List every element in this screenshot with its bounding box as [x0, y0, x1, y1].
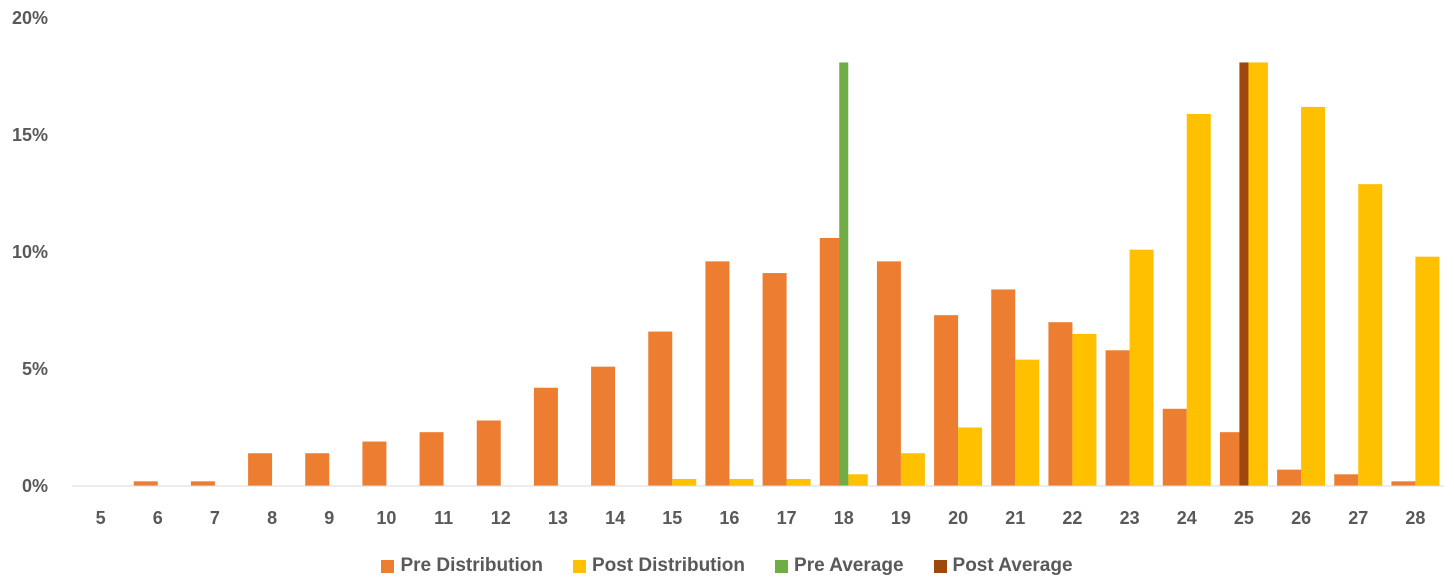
- post-average-marker: [1239, 62, 1249, 487]
- x-tick-label: 10: [376, 508, 396, 528]
- legend-label: Post Average: [952, 555, 1073, 576]
- x-tick-label: 7: [210, 508, 220, 528]
- x-tick-label: 24: [1177, 508, 1197, 528]
- pre-distribution-bar: [934, 315, 959, 486]
- x-tick-label: 8: [267, 508, 277, 528]
- x-tick-label: 18: [834, 508, 854, 528]
- pre-distribution-bar: [1162, 408, 1187, 486]
- x-tick-label: 23: [1120, 508, 1140, 528]
- post-distribution-bar: [1301, 106, 1326, 487]
- x-tick-label: 27: [1348, 508, 1368, 528]
- pre-distribution-bar: [362, 441, 387, 486]
- y-tick-label: 20%: [12, 8, 48, 28]
- x-tick-label: 9: [324, 508, 334, 528]
- x-tick-label: 13: [548, 508, 568, 528]
- pre-distribution-bar: [1105, 350, 1130, 486]
- pre-distribution-bar: [1391, 481, 1416, 486]
- legend-item: Post Distribution: [572, 555, 746, 577]
- x-tick-label: 6: [153, 508, 163, 528]
- x-tick-label: 25: [1234, 508, 1254, 528]
- y-tick-label: 5%: [22, 359, 48, 379]
- pre-average-marker: [839, 62, 849, 487]
- bars: [133, 62, 1440, 487]
- x-tick-label: 28: [1405, 508, 1425, 528]
- pre-distribution-bar: [133, 481, 158, 486]
- pre-distribution-bar: [705, 261, 730, 486]
- x-tick-label: 21: [1005, 508, 1025, 528]
- legend-item: Pre Distribution: [381, 555, 543, 577]
- y-tick-label: 10%: [12, 242, 48, 262]
- post-distribution-bar: [786, 478, 811, 486]
- pre-distribution-bar: [1334, 474, 1359, 486]
- post-distribution-bar: [900, 453, 925, 486]
- legend-swatch: [381, 559, 395, 573]
- pre-distribution-bar: [190, 481, 215, 486]
- legend-swatch: [572, 559, 586, 573]
- x-tick-label: 12: [491, 508, 511, 528]
- post-distribution-bar: [672, 478, 697, 486]
- y-tick-label: 0%: [22, 476, 48, 496]
- post-distribution-bar: [843, 474, 868, 486]
- x-tick-label: 11: [434, 508, 453, 528]
- post-distribution-bar: [1358, 184, 1383, 486]
- x-tick-label: 15: [662, 508, 682, 528]
- pre-distribution-bar: [533, 387, 558, 486]
- x-axis-ticks: 5 6 7 8 9 10 11 12 13 14 15 16 17 18 19 20 21 22 23 24 25 26 2…: [96, 508, 1426, 528]
- pre-distribution-bar: [1277, 469, 1302, 486]
- pre-distribution-bar: [762, 273, 787, 486]
- x-tick-label: 14: [605, 508, 625, 528]
- post-distribution-bar: [729, 478, 754, 486]
- pre-distribution-bar: [876, 261, 901, 486]
- x-tick-label: 20: [948, 508, 968, 528]
- x-tick-label: 22: [1062, 508, 1082, 528]
- pre-distribution-bar: [1048, 322, 1073, 486]
- post-distribution-bar: [1015, 359, 1040, 486]
- legend-label: Pre Distribution: [400, 555, 543, 576]
- post-distribution-bar: [1415, 256, 1440, 486]
- legend-swatch: [775, 559, 789, 573]
- legend-label: Post Distribution: [591, 555, 746, 576]
- x-tick-label: 5: [96, 508, 106, 528]
- x-tick-label: 26: [1291, 508, 1311, 528]
- pre-distribution-bar: [476, 420, 501, 486]
- legend: Pre Distribution Post Distribution Pre Ave…: [0, 555, 1454, 577]
- pre-distribution-bar: [305, 453, 330, 486]
- post-distribution-bar: [958, 427, 983, 486]
- y-tick-label: 15%: [12, 125, 48, 145]
- pre-distribution-bar: [991, 289, 1016, 486]
- pre-distribution-bar: [419, 432, 444, 486]
- post-distribution-bar: [1072, 333, 1097, 486]
- legend-label: Pre Average: [794, 555, 904, 576]
- chart: 0% 5% 10% 15% 20% 5 6 7 8 9 10 11 12 13 14 15 16 17 18 19 2…: [12, 8, 1444, 528]
- pre-distribution-bar: [648, 331, 673, 486]
- legend-item: Pre Average: [775, 555, 904, 577]
- x-tick-label: 19: [891, 508, 911, 528]
- x-tick-label: 17: [777, 508, 797, 528]
- post-distribution-bar: [1129, 249, 1154, 486]
- post-distribution-bar: [1186, 113, 1211, 486]
- x-tick-label: 16: [719, 508, 739, 528]
- pre-distribution-bar: [591, 366, 616, 486]
- legend-item: Post Average: [933, 555, 1073, 577]
- pre-distribution-bar: [248, 453, 273, 486]
- legend-swatch: [933, 559, 947, 573]
- y-axis-ticks: 0% 5% 10% 15% 20%: [12, 8, 48, 496]
